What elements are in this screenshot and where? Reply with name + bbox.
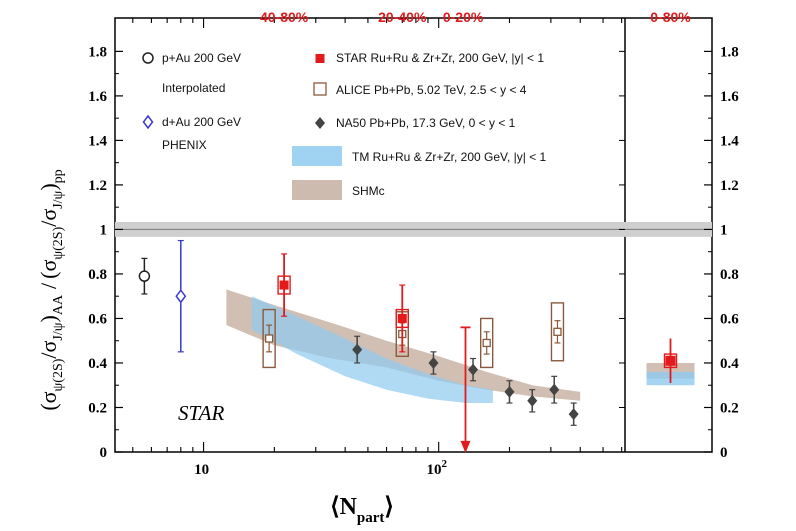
legend-alice-label: ALICE Pb+Pb, 5.02 TeV, 2.5 < y < 4 xyxy=(336,83,527,97)
legend-na50-marker xyxy=(315,117,325,129)
pau-point xyxy=(138,270,151,282)
y-tick-label-right-6: 1.2 xyxy=(720,178,739,194)
y-tick-label-right-1: 0.2 xyxy=(720,400,739,416)
right-star-point xyxy=(665,355,676,366)
star-annotation: STAR xyxy=(178,401,224,425)
star-upper-limit-arrow-2 xyxy=(460,440,471,453)
dau-point xyxy=(175,288,187,304)
y-tick-label-right-9: 1.8 xyxy=(720,44,739,60)
alice-sys-box-2 xyxy=(479,317,494,369)
legend-pau-label: p+Au 200 GeV xyxy=(162,51,241,65)
legend-pau-marker xyxy=(142,52,154,64)
y-tick-label-right-3: 0.6 xyxy=(720,311,739,327)
model-bands xyxy=(226,289,581,403)
legend-star-label: STAR Ru+Ru & Zr+Zr, 200 GeV, |y| < 1 xyxy=(336,51,544,65)
y-tick-label-left-0: 0 xyxy=(100,445,108,461)
y-tick-label-right-2: 0.4 xyxy=(720,356,739,372)
star-point-0 xyxy=(279,280,289,290)
x-axis-label: ⟨Npart⟩ xyxy=(330,494,394,526)
legend-shmc-marker xyxy=(292,180,342,200)
na50-point-6 xyxy=(568,408,579,421)
right-star-sys-box xyxy=(663,353,678,369)
legend-dau-label: d+Au 200 GeV xyxy=(162,115,241,129)
alice-point-2 xyxy=(482,338,491,348)
x-tick-exponent-1: 2 xyxy=(441,458,447,470)
legend-tm-label: TM Ru+Ru & Zr+Zr, 200 GeV, |y| < 1 xyxy=(352,150,547,164)
x-tick-label-0: 10 xyxy=(194,462,209,478)
y-tick-label-left-3: 0.6 xyxy=(88,311,107,327)
y-tick-label-right-7: 1.4 xyxy=(720,133,739,149)
y-tick-label-left-9: 1.8 xyxy=(88,44,107,60)
legend-alice-marker xyxy=(313,82,327,96)
y-tick-label-left-4: 0.8 xyxy=(88,267,107,283)
na50-point-2 xyxy=(468,363,479,376)
star-sys-box-1 xyxy=(395,308,409,329)
legend-star-marker xyxy=(315,54,325,63)
y-tick-label-right-0: 0 xyxy=(720,445,728,461)
na50-point-3 xyxy=(504,385,515,398)
y-tick-label-left-1: 0.2 xyxy=(88,400,107,416)
y-tick-label-left-7: 1.4 xyxy=(88,133,107,149)
right-panel-0-80 xyxy=(646,338,695,386)
y-tick-label-right-4: 0.8 xyxy=(720,267,739,283)
x-tick-label-1: 102 xyxy=(426,458,447,478)
legend-na50-label: NA50 Pb+Pb, 17.3 GeV, 0 < y < 1 xyxy=(336,116,516,130)
right-panel-label: 0-80% xyxy=(650,9,691,25)
legend-dau-marker xyxy=(142,114,154,130)
alice-point-3 xyxy=(553,327,562,336)
y-tick-label-left-6: 1.2 xyxy=(88,178,107,194)
alice-sys-box-3 xyxy=(550,302,565,362)
na50-point-5 xyxy=(549,383,560,396)
y-tick-label-left-2: 0.4 xyxy=(88,356,107,372)
data-points xyxy=(138,239,579,453)
legend-shmc-label: SHMc xyxy=(352,184,385,198)
legend-pau-label2: Interpolated xyxy=(162,81,225,95)
centrality-label-1: 20-40% xyxy=(378,9,427,25)
y-tick-label-right-5: 1 xyxy=(720,222,728,238)
axis-ticks: 0 0 0.2 0.2 0.4 0.4 0.6 0.6 0.8 0.8 1 1 1.2 1.2 1.4 1.4… xyxy=(88,18,739,478)
alice-sys-box-0 xyxy=(262,308,276,369)
star-point-1 xyxy=(397,313,407,323)
y-tick-label-left-8: 1.6 xyxy=(88,89,107,105)
y-tick-label-right-8: 1.6 xyxy=(720,89,739,105)
legend-dau-label2: PHENIX xyxy=(162,138,207,152)
tm-band xyxy=(251,296,493,403)
star-sys-box-0 xyxy=(277,275,291,295)
na50-point-4 xyxy=(527,394,538,407)
y-tick-label-left-5: 1 xyxy=(100,222,108,238)
reference-band-at-one xyxy=(115,221,712,237)
centrality-label-0: 40-80% xyxy=(260,9,309,25)
centrality-label-2: 0-20% xyxy=(443,9,484,25)
legend: p+Au 200 GeV Interpolated d+Au 200 GeV PHEN… xyxy=(142,51,547,200)
alice-point-0 xyxy=(264,334,274,343)
na50-point-1 xyxy=(428,356,439,369)
na50-point-0 xyxy=(352,343,363,356)
legend-tm-marker xyxy=(292,146,342,166)
centrality-labels: 40-80% 20-40% 0-20% 0-80% xyxy=(260,9,691,25)
y-axis-label: (σψ(2S)/σJ/ψ)AA/(σψ(2S)/σJ/ψ)pp xyxy=(36,169,66,410)
